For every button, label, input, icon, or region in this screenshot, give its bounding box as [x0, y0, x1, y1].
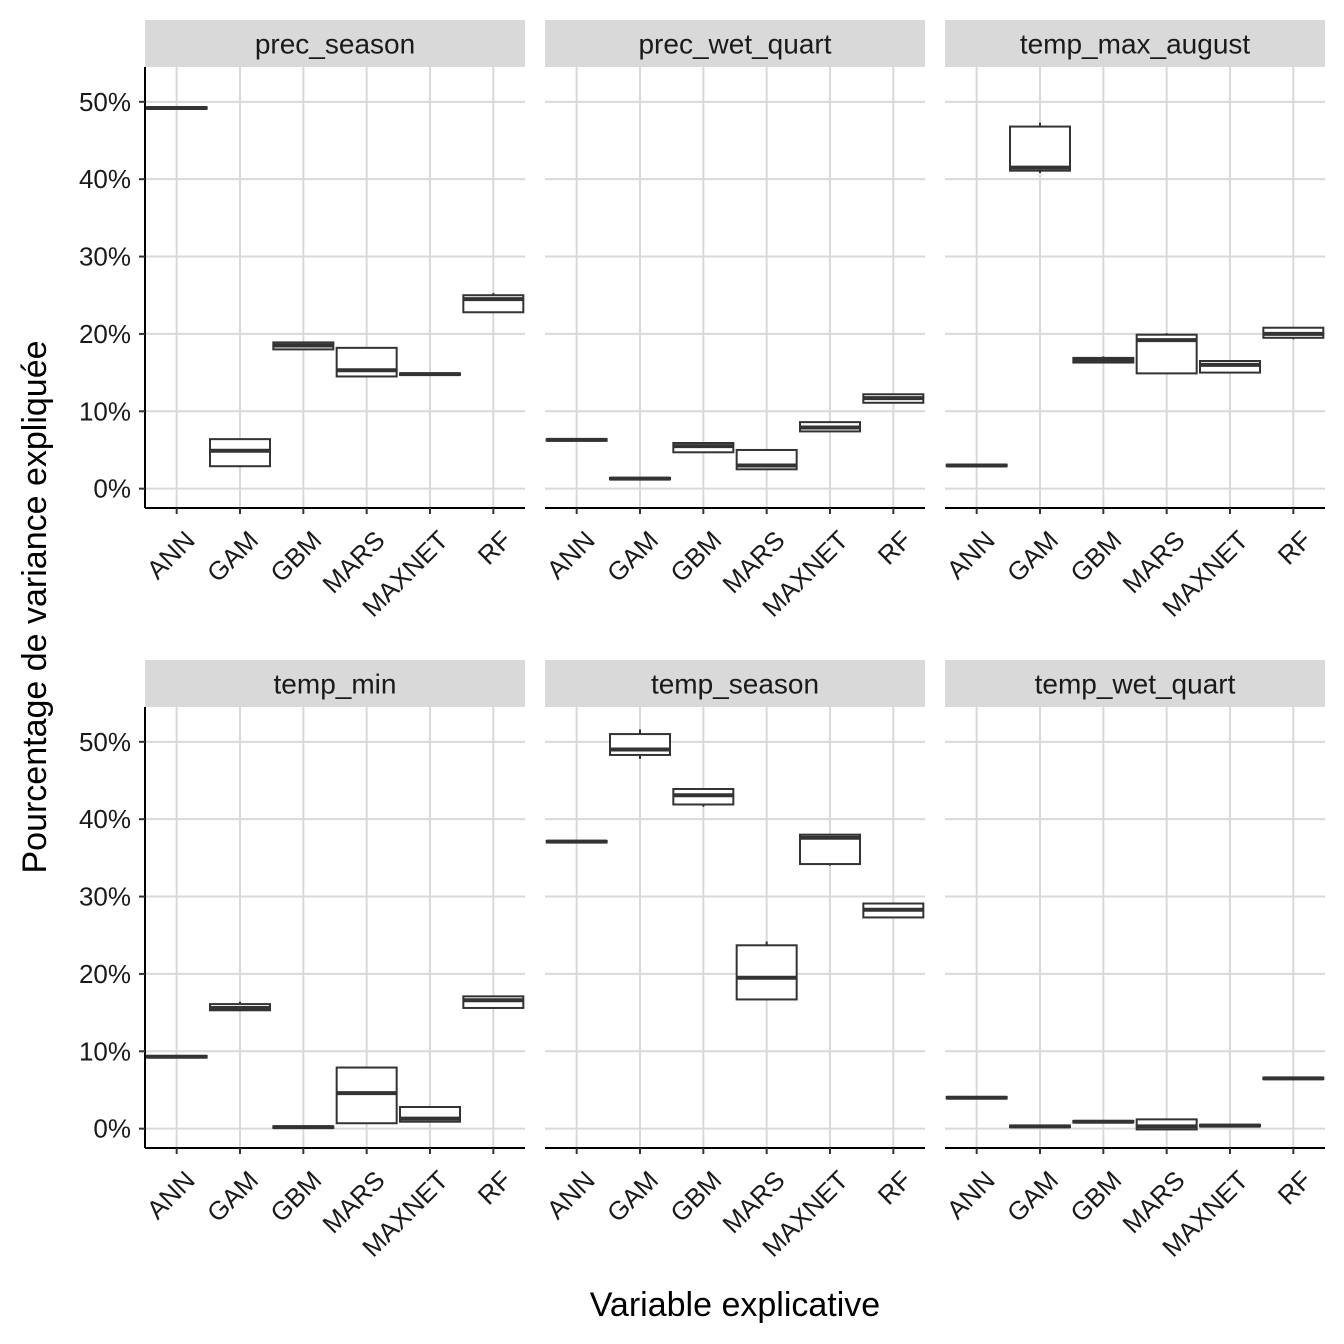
- facet-prec-wet-quart-xtick-label-gam: GAM: [601, 525, 664, 588]
- facet-temp-min-strip: [145, 660, 525, 707]
- facet-temp-max-august-strip: [945, 20, 1325, 67]
- facet-temp-max-august-box-gam-iqr: [1009, 125, 1071, 172]
- facet-temp-season-box-mars-iqr: [735, 944, 798, 1001]
- facet-temp-min-xtick-label-ann: ANN: [141, 1165, 201, 1225]
- facet-temp-min-xtick-label-gam: GAM: [201, 1165, 264, 1228]
- facet-prec-season-ytick-label-30: 30%: [79, 242, 131, 272]
- facet-prec-season-xtick-label-rf: RF: [472, 525, 518, 571]
- facet-temp-min-xtick-label-rf: RF: [472, 1165, 518, 1211]
- facet-temp-min-ytick-label-20: 20%: [79, 959, 131, 989]
- facet-temp-season-strip: [545, 660, 925, 707]
- facet-temp-min-ytick-label-50: 50%: [79, 727, 131, 757]
- facet-prec-season-title: prec_season: [255, 29, 415, 60]
- facet-temp-season-xtick-label-gam: GAM: [601, 1165, 664, 1228]
- facet-temp-min-ytick-label-0: 0%: [93, 1114, 131, 1144]
- facet-prec-wet-quart-title: prec_wet_quart: [638, 29, 831, 60]
- facet-temp-max-august-xtick-label-ann: ANN: [941, 525, 1001, 585]
- facet-temp-wet-quart-xtick-label-ann: ANN: [941, 1165, 1001, 1225]
- facet-temp-min-ytick-label-10: 10%: [79, 1036, 131, 1066]
- facet-prec-season-ytick-label-40: 40%: [79, 164, 131, 194]
- facet-prec-wet-quart-xtick-label-ann: ANN: [541, 525, 601, 585]
- facet-temp-season-xtick-label-rf: RF: [872, 1165, 918, 1211]
- x-axis-title: Variable explicative: [590, 1286, 880, 1324]
- facet-prec-season-ytick-label-20: 20%: [79, 319, 131, 349]
- facet-temp-season-box-gam-iqr: [609, 733, 671, 756]
- facet-prec-season-xtick-label-gam: GAM: [201, 525, 264, 588]
- y-axis-title: Pourcentage de variance expliquée: [16, 340, 54, 873]
- facet-prec-season-ytick-label-10: 10%: [79, 396, 131, 426]
- facet-prec-season-ytick-label-0: 0%: [93, 474, 131, 504]
- facet-temp-wet-quart-xtick-label-rf: RF: [1272, 1165, 1318, 1211]
- facet-temp-wet-quart-title: temp_wet_quart: [1035, 669, 1236, 700]
- facet-temp-min-title: temp_min: [274, 669, 397, 700]
- facet-prec-season-ytick-label-50: 50%: [79, 87, 131, 117]
- facet-temp-min-ytick-label-40: 40%: [79, 804, 131, 834]
- facet-temp-season-title: temp_season: [651, 669, 819, 700]
- facet-prec-wet-quart-xtick-label-rf: RF: [872, 525, 918, 571]
- facet-temp-wet-quart-strip: [945, 660, 1325, 707]
- facet-prec-season-strip: [145, 20, 525, 67]
- facet-temp-max-august-xtick-label-rf: RF: [1272, 525, 1318, 571]
- facet-temp-max-august-xtick-label-gam: GAM: [1001, 525, 1064, 588]
- facet-temp-min-box-mars-iqr: [335, 1066, 398, 1125]
- facet-temp-max-august-title: temp_max_august: [1020, 29, 1251, 60]
- facet-prec-season-xtick-label-ann: ANN: [141, 525, 201, 585]
- facet-temp-wet-quart-xtick-label-gam: GAM: [1001, 1165, 1064, 1228]
- facet-prec-wet-quart-strip: [545, 20, 925, 67]
- facet-temp-season-xtick-label-ann: ANN: [541, 1165, 601, 1225]
- facet-temp-min-ytick-label-30: 30%: [79, 882, 131, 912]
